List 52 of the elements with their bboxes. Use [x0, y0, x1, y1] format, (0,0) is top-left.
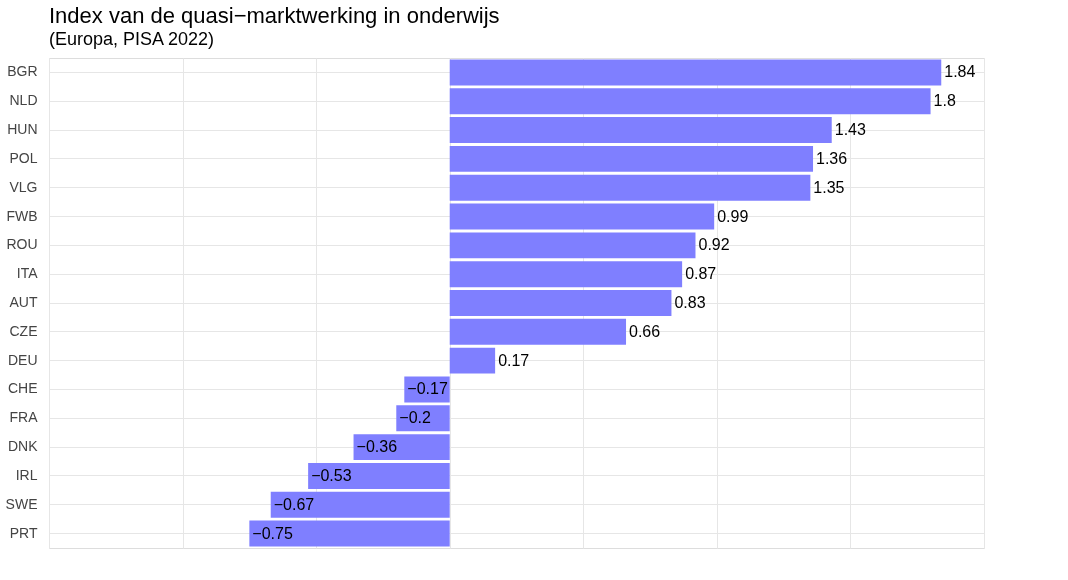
- data-label: 1.35: [813, 178, 845, 196]
- bar: [449, 117, 832, 144]
- chart-title: Index van de quasi−marktwerking in onderwijs: [49, 3, 500, 28]
- bar: [449, 290, 672, 316]
- y-tick-label: DEU: [7, 351, 38, 368]
- y-tick-label: POL: [9, 149, 38, 166]
- y-tick-label: SWE: [5, 495, 38, 512]
- bar: [449, 88, 931, 115]
- bar: [449, 203, 715, 230]
- data-label: 1.36: [816, 149, 848, 167]
- bar: [449, 318, 627, 345]
- data-label: 0.83: [674, 294, 706, 311]
- y-tick-label: BGR: [7, 63, 38, 80]
- bar: [449, 145, 814, 172]
- bar: [270, 491, 450, 518]
- data-label: −0.17: [407, 380, 448, 398]
- data-label: −0.75: [252, 524, 293, 542]
- bar: [249, 520, 450, 547]
- bar: [396, 405, 450, 432]
- y-tick-label: NLD: [9, 92, 38, 109]
- data-label: −0.53: [311, 466, 352, 484]
- bar: [353, 434, 450, 461]
- bar: [308, 462, 450, 489]
- y-tick-label: VLG: [9, 178, 38, 195]
- bar: [449, 59, 942, 86]
- data-label: −0.67: [273, 495, 315, 513]
- y-tick-label: AUT: [9, 294, 38, 310]
- y-tick-label: PRT: [9, 524, 38, 541]
- data-label: 0.92: [698, 236, 730, 254]
- y-tick-label: HUN: [7, 121, 38, 138]
- bar: [449, 347, 496, 374]
- bar: [449, 232, 696, 259]
- data-label: 0.87: [685, 265, 717, 283]
- y-tick-label: DNK: [7, 438, 39, 455]
- y-tick-label: ROU: [6, 236, 38, 253]
- data-label: 1.84: [944, 63, 976, 81]
- y-tick-label: IRL: [15, 466, 38, 483]
- data-label: −0.2: [399, 409, 431, 427]
- y-tick-label: CZE: [9, 322, 38, 339]
- y-tick-label: CHE: [7, 380, 38, 397]
- data-label: 0.17: [498, 351, 530, 369]
- data-label: −0.36: [356, 438, 398, 456]
- data-label: 0.99: [717, 207, 749, 225]
- chart-subtitle: (Europa, PISA 2022): [49, 29, 215, 49]
- bar: [449, 261, 683, 288]
- data-label: 0.66: [629, 322, 661, 340]
- data-label: 1.8: [933, 92, 956, 110]
- y-tick-label: ITA: [16, 265, 39, 282]
- y-tick-label: FRA: [9, 409, 39, 426]
- data-label: 1.43: [834, 121, 866, 139]
- bar: [449, 174, 811, 201]
- y-tick-label: FWB: [6, 207, 38, 224]
